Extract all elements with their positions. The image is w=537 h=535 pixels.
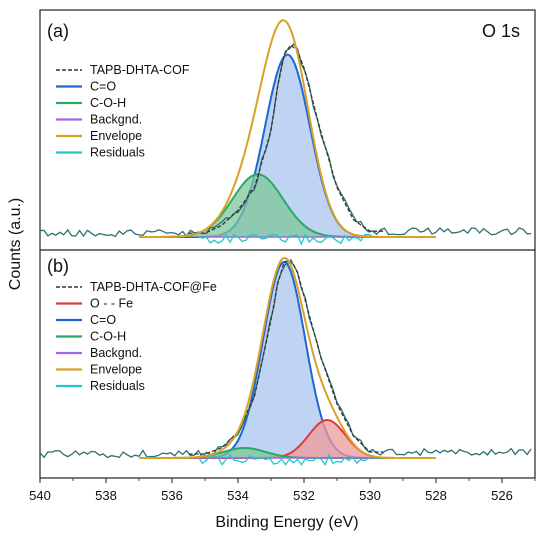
legend: TAPB-DHTA-COF@Fe O - - Fe C=O C-O-H Backgnd.… [56, 280, 217, 393]
x-tick-label-532: 532 [293, 488, 315, 503]
panel-a: (a) O 1s TAPB-DHTA-COF C=O C-O-H Backgnd. Enve… [39, 19, 532, 246]
legend-label-Envelope: Envelope [90, 129, 142, 143]
x-axis: 540 538 536 534 532 530 528 526 [29, 478, 536, 503]
legend-label-O - - Fe: O - - Fe [90, 297, 133, 311]
y-axis-label: Counts (a.u.) [7, 198, 24, 290]
legend-label-Backgnd.: Backgnd. [90, 113, 142, 127]
x-tick-label-530: 530 [359, 488, 381, 503]
legend-label-Residuals: Residuals [90, 379, 145, 393]
raw-data-line [39, 261, 532, 459]
data-dashed-line [188, 259, 384, 455]
x-tick-label-540: 540 [29, 488, 51, 503]
data-dashed-line [188, 44, 384, 234]
peak-fill-C=O [139, 54, 436, 237]
panel-label: (b) [47, 256, 69, 276]
plot-frame [39, 9, 536, 479]
x-tick-label-538: 538 [95, 488, 117, 503]
residuals-line [197, 453, 373, 467]
legend-label-C-O-H: C-O-H [90, 96, 126, 110]
residuals-line [198, 233, 373, 246]
panel-annotation: O 1s [482, 21, 520, 41]
legend-label-Residuals: Residuals [90, 146, 145, 160]
panel-b: (b) TAPB-DHTA-COF@Fe O - - Fe C=O C-O-H Backg… [39, 256, 532, 467]
x-tick-label-534: 534 [227, 488, 249, 503]
legend-label-TAPB-DHTA-COF: TAPB-DHTA-COF [90, 63, 190, 77]
envelope-line [139, 256, 436, 459]
x-axis-label: Binding Energy (eV) [215, 514, 358, 531]
envelope-line [139, 19, 436, 238]
x-tick-label-536: 536 [161, 488, 183, 503]
legend-label-C-O-H: C-O-H [90, 330, 126, 344]
legend-label-C=O: C=O [90, 313, 116, 327]
peak-fill-C=O [139, 262, 436, 458]
legend-label-C=O: C=O [90, 80, 116, 94]
panel-label: (a) [47, 21, 69, 41]
x-tick-label-528: 528 [425, 488, 447, 503]
legend-label-Backgnd.: Backgnd. [90, 346, 142, 360]
x-tick-label-526: 526 [491, 488, 513, 503]
legend: TAPB-DHTA-COF C=O C-O-H Backgnd. Envelope Res… [56, 63, 190, 160]
raw-data-line [39, 43, 532, 238]
legend-label-TAPB-DHTA-COF@Fe: TAPB-DHTA-COF@Fe [90, 280, 217, 294]
legend-label-Envelope: Envelope [90, 363, 142, 377]
